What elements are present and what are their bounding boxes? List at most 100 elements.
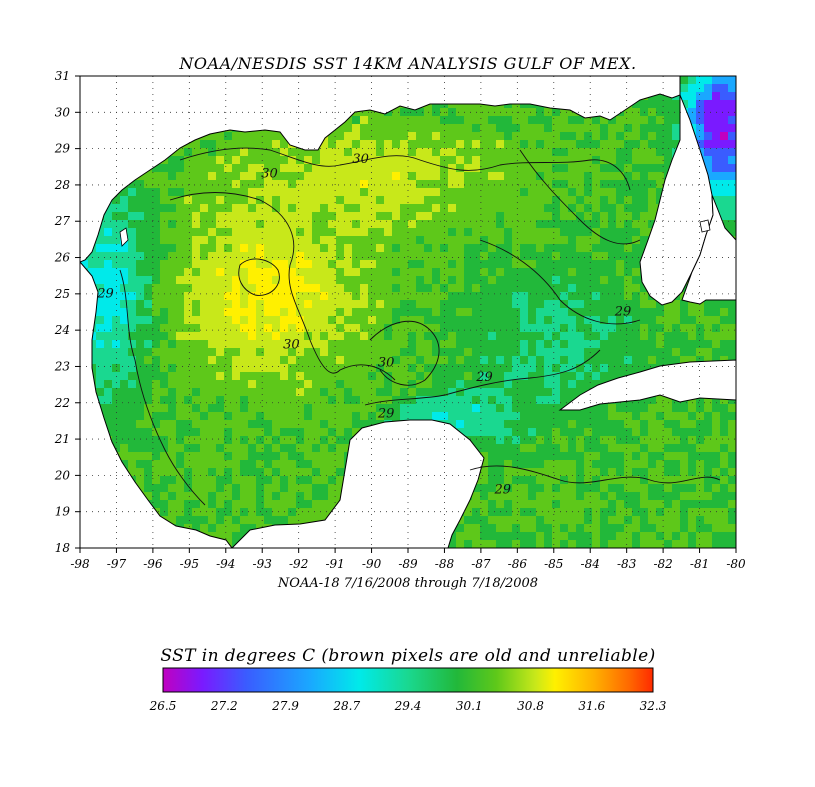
sst-pixel (552, 452, 560, 460)
sst-pixel (352, 228, 360, 236)
sst-pixel (536, 124, 544, 132)
sst-pixel (424, 268, 432, 276)
sst-pixel (128, 308, 136, 316)
sst-pixel (456, 140, 464, 148)
sst-pixel (328, 260, 336, 268)
sst-pixel (272, 252, 280, 260)
sst-pixel (336, 452, 344, 460)
sst-pixel (424, 116, 432, 124)
sst-pixel (328, 284, 336, 292)
sst-pixel (512, 516, 520, 524)
sst-pixel (528, 220, 536, 228)
sst-pixel (640, 132, 648, 140)
sst-pixel (224, 236, 232, 244)
sst-pixel (712, 148, 720, 156)
sst-pixel (408, 340, 416, 348)
x-tick-label: -84 (581, 557, 600, 571)
sst-pixel (368, 316, 376, 324)
sst-pixel (600, 524, 608, 532)
sst-pixel (328, 436, 336, 444)
sst-pixel (224, 260, 232, 268)
sst-pixel (176, 348, 184, 356)
sst-pixel (648, 412, 656, 420)
sst-pixel (656, 428, 664, 436)
sst-pixel (608, 220, 616, 228)
sst-pixel (632, 180, 640, 188)
sst-pixel (544, 140, 552, 148)
sst-pixel (616, 164, 624, 172)
sst-pixel (280, 276, 288, 284)
sst-pixel (664, 324, 672, 332)
sst-pixel (296, 212, 304, 220)
sst-pixel (640, 316, 648, 324)
sst-pixel (352, 348, 360, 356)
sst-pixel (560, 476, 568, 484)
sst-pixel (528, 156, 536, 164)
sst-pixel (624, 196, 632, 204)
sst-pixel (624, 316, 632, 324)
sst-pixel (328, 308, 336, 316)
sst-pixel (416, 324, 424, 332)
sst-pixel (512, 444, 520, 452)
sst-pixel (720, 324, 728, 332)
sst-pixel (336, 260, 344, 268)
sst-pixel (176, 236, 184, 244)
sst-pixel (448, 220, 456, 228)
sst-pixel (400, 316, 408, 324)
sst-pixel (192, 252, 200, 260)
sst-pixel (560, 356, 568, 364)
sst-pixel (712, 476, 720, 484)
sst-pixel (512, 452, 520, 460)
sst-pixel (200, 316, 208, 324)
sst-pixel (704, 348, 712, 356)
sst-pixel (120, 252, 128, 260)
sst-pixel (416, 364, 424, 372)
sst-pixel (456, 188, 464, 196)
sst-pixel (544, 348, 552, 356)
sst-pixel (608, 540, 616, 548)
sst-pixel (576, 540, 584, 548)
sst-pixel (616, 484, 624, 492)
sst-pixel (480, 428, 488, 436)
sst-pixel (696, 540, 704, 548)
sst-pixel (192, 444, 200, 452)
sst-pixel (168, 372, 176, 380)
sst-pixel (160, 308, 168, 316)
sst-pixel (152, 236, 160, 244)
sst-pixel (176, 148, 184, 156)
sst-pixel (360, 348, 368, 356)
sst-pixel (312, 404, 320, 412)
sst-pixel (296, 196, 304, 204)
sst-pixel (536, 140, 544, 148)
sst-pixel (576, 412, 584, 420)
sst-pixel (296, 308, 304, 316)
sst-pixel (712, 156, 720, 164)
sst-pixel (608, 140, 616, 148)
sst-pixel (336, 460, 344, 468)
sst-pixel (440, 324, 448, 332)
sst-pixel (112, 260, 120, 268)
sst-pixel (312, 188, 320, 196)
sst-pixel (408, 316, 416, 324)
sst-pixel (416, 332, 424, 340)
sst-pixel (200, 356, 208, 364)
sst-pixel (368, 420, 376, 428)
sst-pixel (536, 196, 544, 204)
sst-pixel (336, 316, 344, 324)
sst-pixel (624, 356, 632, 364)
sst-pixel (200, 364, 208, 372)
sst-pixel (224, 380, 232, 388)
sst-pixel (696, 76, 704, 84)
sst-pixel (328, 388, 336, 396)
sst-pixel (504, 348, 512, 356)
sst-pixel (328, 244, 336, 252)
sst-pixel (720, 492, 728, 500)
sst-pixel (576, 460, 584, 468)
sst-pixel (224, 164, 232, 172)
sst-pixel (520, 444, 528, 452)
sst-pixel (184, 148, 192, 156)
sst-pixel (464, 308, 472, 316)
sst-pixel (128, 324, 136, 332)
sst-pixel (152, 196, 160, 204)
sst-pixel (296, 324, 304, 332)
